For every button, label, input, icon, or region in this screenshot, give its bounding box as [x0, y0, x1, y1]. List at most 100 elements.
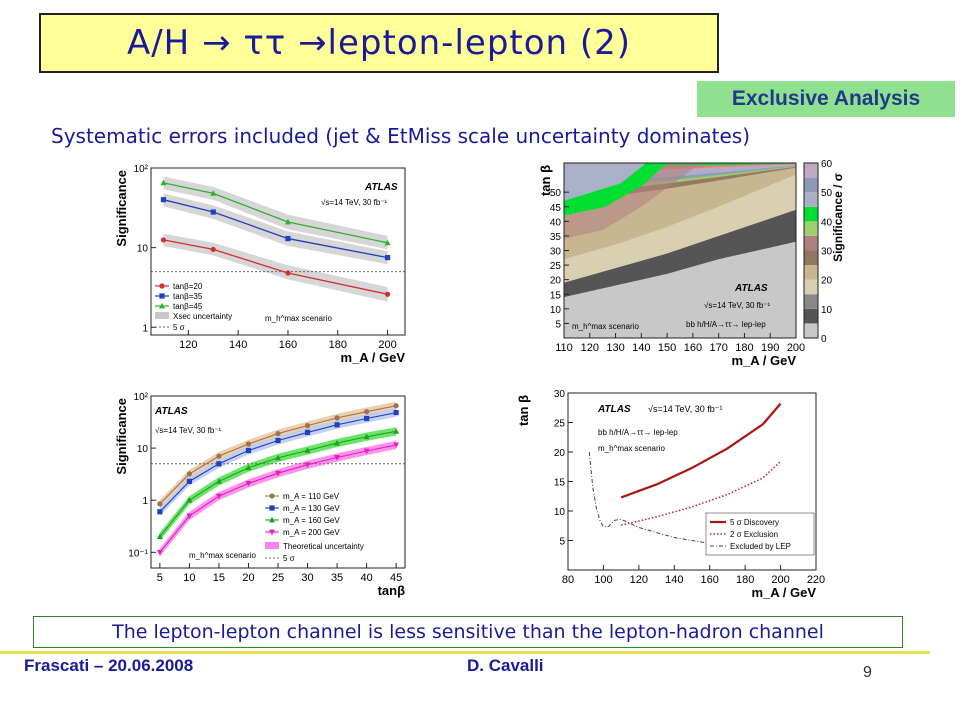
- uncertainty-band: [159, 401, 397, 509]
- y-tick-label: 20: [550, 276, 562, 287]
- data-point: [393, 428, 400, 434]
- chart-significance-vs-ma-svg: 120 140 160 180 200 1 10 10² m_A / GeV Significan…: [113, 160, 410, 382]
- data-point: [156, 533, 163, 540]
- footer-author: D. Cavalli: [467, 656, 544, 675]
- legend-label: m_A = 130 GeV: [283, 504, 340, 513]
- data-point: [245, 441, 252, 447]
- x-tick-label: 5: [157, 572, 163, 584]
- uncertainty-band: [163, 233, 388, 302]
- process-label: bb h/H/A→ττ→ lep-lep: [686, 320, 766, 329]
- data-point: [384, 254, 391, 261]
- chart-background: [113, 160, 410, 382]
- data-point: [384, 291, 391, 297]
- page-number: 9: [863, 664, 872, 681]
- y-tick-label: 10: [550, 305, 562, 316]
- legend-label: m_A = 200 GeV: [283, 528, 340, 537]
- x-axis-label: tanβ: [378, 583, 406, 598]
- series-line: [620, 460, 782, 526]
- footer-venue-date: Frascati – 20.06.2008: [24, 656, 194, 675]
- atlas-label: ATLAS: [364, 182, 398, 193]
- colorbar-cell: [804, 308, 818, 324]
- y-tick-label: 35: [550, 232, 562, 243]
- x-tick-label: 140: [665, 574, 683, 586]
- y-tick-label: 50: [550, 188, 562, 199]
- data-point: [210, 246, 216, 253]
- x-tick-label: 80: [562, 574, 574, 586]
- y-tick-label: 30: [550, 247, 562, 258]
- slide-title-box: A/H → ττ →lepton-lepton (2): [39, 13, 719, 73]
- data-point: [245, 481, 252, 487]
- data-point: [384, 239, 391, 246]
- uncertainty-band: [159, 427, 397, 541]
- legend-label: m_A = 110 GeV: [283, 492, 340, 501]
- y-tick-label: 45: [550, 203, 562, 214]
- data-point: [363, 448, 370, 455]
- data-point: [156, 549, 163, 556]
- x-tick-label: 15: [213, 572, 225, 584]
- colorbar-tick-label: 20: [821, 276, 833, 287]
- x-tick-label: 170: [709, 342, 727, 354]
- colorbar-cell: [804, 250, 818, 266]
- data-point: [275, 437, 281, 444]
- x-tick-label: 160: [279, 339, 297, 351]
- x-tick-label: 180: [735, 342, 753, 354]
- data-point: [186, 497, 193, 503]
- colorbar-tick-label: 10: [821, 305, 833, 316]
- colorbar-cell: [804, 206, 818, 222]
- x-tick-label: 180: [736, 574, 754, 586]
- conclusion-box: The lepton-lepton channel is less sensit…: [33, 616, 903, 648]
- chart-significance-vs-tanb-svg: 5 10 15 20 25 30 35 40 45 10⁻¹ 1 10 10² tanβ Significa…: [113, 388, 410, 610]
- x-tick-label: 220: [807, 574, 825, 586]
- x-tick-label: 140: [229, 339, 247, 351]
- legend-label: 5 σ Discovery: [730, 518, 779, 527]
- colorbar-cell: [804, 265, 818, 280]
- data-point: [160, 197, 167, 203]
- data-point: [275, 470, 281, 477]
- atlas-label: ATLAS: [154, 406, 188, 417]
- legend-label: Excluded by LEP: [730, 542, 791, 551]
- series-line: [620, 402, 782, 499]
- chart-discovery-exclusion-reach: 80 100 120 140 160 180 200 220 5 10 15 20 25 30 m_A / …: [510, 385, 846, 607]
- legend-marker: [159, 283, 165, 289]
- y-axis-label: Significance: [114, 398, 129, 475]
- x-tick-label: 110: [555, 342, 573, 354]
- x-tick-label: 150: [658, 342, 676, 354]
- x-tick-label: 160: [684, 342, 702, 354]
- uncertainty-band: [159, 440, 397, 557]
- energy-label: √s=14 TeV, 30 fb⁻¹: [648, 404, 723, 414]
- data-point: [393, 442, 400, 449]
- colorbar-frame: [803, 162, 819, 339]
- y-tick-label: 10²: [134, 392, 149, 403]
- legend-marker: [269, 516, 275, 523]
- x-tick-label: 35: [331, 572, 343, 584]
- x-tick-label: 100: [594, 574, 612, 586]
- x-tick-label: 120: [630, 574, 648, 586]
- x-axis-label: m_A / GeV: [731, 353, 796, 368]
- y-tick-label: 25: [554, 419, 566, 430]
- data-point: [275, 454, 281, 461]
- x-tick-label: 200: [771, 574, 789, 586]
- data-point: [216, 461, 222, 467]
- colorbar-label: Significance / σ: [831, 173, 845, 262]
- process-label: bb h/H/A→ττ→ lep-lep: [598, 428, 678, 437]
- chart-significance-heatmap: 110 120 130 140 150 160 170 180 190 200 5 10 15 20 25 3…: [510, 158, 846, 380]
- scenario-label: m_h^max scenario: [572, 322, 639, 331]
- y-tick-label: 10: [137, 244, 149, 255]
- x-tick-label: 190: [761, 342, 779, 354]
- colorbar-cell: [804, 235, 818, 251]
- chart-significance-vs-ma: 120 140 160 180 200 1 10 10² m_A / GeV Significan…: [113, 160, 410, 382]
- contour-region: [564, 163, 647, 201]
- x-tick-label: 160: [701, 574, 719, 586]
- scenario-label: m_h^max scenario: [598, 444, 665, 453]
- series-line: [163, 199, 388, 259]
- scenario-label: m_h^max scenario: [265, 314, 332, 323]
- atlas-label: ATLAS: [734, 283, 768, 294]
- legend-label: m_A = 160 GeV: [283, 516, 340, 525]
- legend-band-swatch: [155, 312, 169, 319]
- data-point: [215, 493, 222, 500]
- legend-label: tanβ=20: [173, 282, 203, 291]
- y-tick-label: 10²: [134, 164, 149, 175]
- slide-subtitle: Systematic errors included (jet & EtMiss…: [51, 124, 751, 148]
- y-tick-label: 10: [554, 507, 566, 518]
- data-point: [186, 471, 192, 477]
